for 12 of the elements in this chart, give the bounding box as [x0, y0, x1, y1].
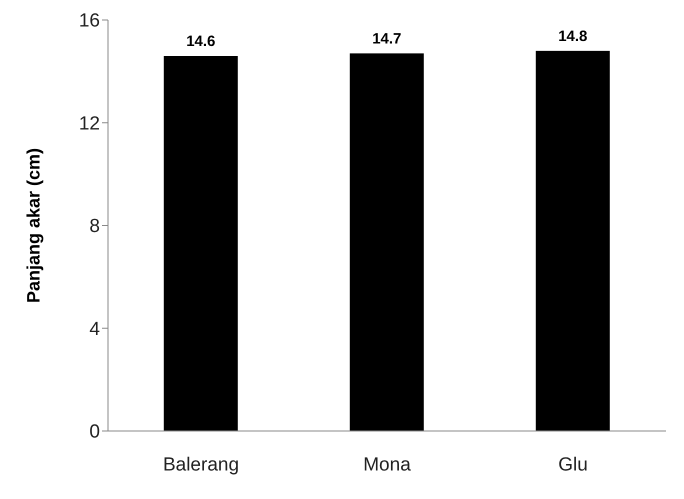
data-label: 14.8	[558, 28, 588, 45]
y-tick-label: 8	[89, 216, 100, 238]
data-label: 14.7	[372, 30, 402, 48]
y-tick-label: 0	[89, 422, 100, 443]
y-tick-label: 16	[78, 10, 100, 32]
y-tick-label: 4	[89, 318, 100, 340]
x-tick-label: Balerang	[162, 454, 240, 476]
x-tick-label: Mona	[363, 454, 412, 476]
y-tick-label: 12	[78, 113, 100, 134]
y-axis-title: Panjang akar (cm)	[23, 148, 44, 304]
x-tick-label: Glu	[558, 454, 588, 476]
data-label: 14.6	[186, 32, 216, 50]
